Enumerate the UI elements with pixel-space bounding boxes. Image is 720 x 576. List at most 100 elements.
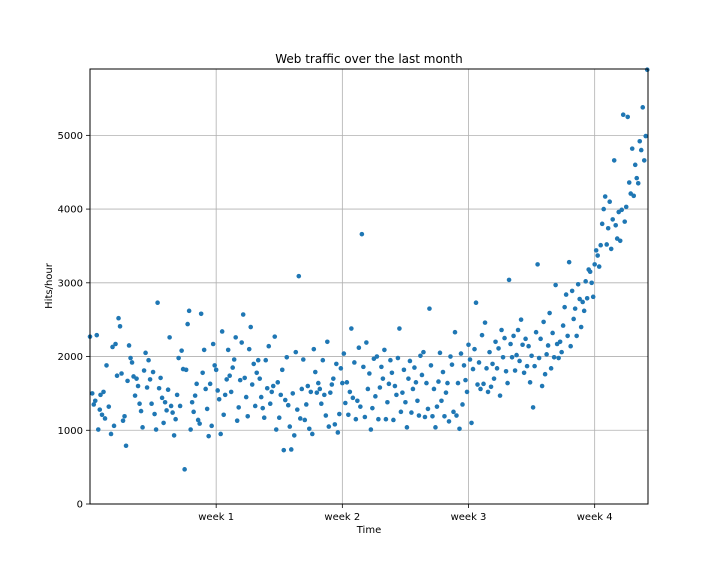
data-point	[281, 447, 287, 453]
data-point	[134, 376, 139, 381]
data-point	[309, 431, 315, 437]
data-point	[114, 373, 120, 379]
data-point	[439, 398, 444, 404]
data-point	[481, 381, 486, 387]
data-point	[359, 231, 365, 237]
data-point	[140, 425, 145, 430]
data-point	[595, 253, 600, 258]
data-point	[153, 427, 159, 432]
data-point	[379, 364, 384, 370]
data-point	[242, 375, 248, 381]
data-point	[267, 401, 273, 407]
data-point	[233, 335, 238, 340]
data-point	[632, 162, 638, 168]
data-point	[332, 422, 338, 427]
data-point	[596, 264, 602, 269]
data-point	[174, 392, 180, 398]
data-point	[113, 341, 118, 347]
data-point	[601, 206, 606, 212]
data-point	[598, 242, 603, 248]
data-point	[276, 415, 282, 421]
data-point	[529, 353, 534, 359]
data-point	[610, 217, 616, 222]
data-point	[313, 369, 318, 375]
data-points	[87, 67, 650, 472]
y-axis-label: Hits/hour	[44, 262, 55, 309]
data-point	[164, 408, 169, 413]
data-point	[177, 403, 183, 409]
data-point	[640, 105, 646, 110]
data-point	[120, 418, 126, 423]
data-point	[102, 416, 108, 421]
data-point	[364, 340, 369, 345]
data-point	[458, 351, 464, 356]
data-point	[215, 388, 220, 393]
data-point	[482, 320, 488, 325]
data-point	[279, 367, 285, 373]
data-point	[116, 315, 121, 321]
data-point	[479, 332, 485, 338]
data-point	[629, 146, 635, 151]
data-point	[234, 418, 240, 423]
plot-area	[87, 67, 650, 505]
data-point	[412, 365, 417, 370]
data-point	[218, 431, 223, 437]
data-point	[337, 411, 342, 417]
data-point	[473, 300, 479, 306]
data-point	[403, 399, 408, 405]
data-point	[469, 420, 474, 426]
data-point	[431, 386, 437, 392]
data-point	[400, 390, 405, 395]
data-point	[566, 259, 572, 265]
data-point	[497, 393, 503, 398]
data-point	[413, 380, 419, 385]
data-point	[243, 394, 249, 400]
data-point	[626, 180, 632, 185]
data-point	[306, 426, 312, 432]
data-point	[383, 416, 389, 422]
data-point	[623, 204, 629, 210]
data-point	[494, 366, 500, 371]
data-point	[500, 354, 506, 360]
data-point	[503, 368, 509, 374]
data-point	[533, 329, 539, 335]
data-point	[521, 370, 527, 376]
data-point	[592, 262, 597, 267]
data-point	[428, 363, 434, 368]
data-point	[539, 383, 545, 389]
data-point	[556, 355, 561, 361]
data-point	[123, 443, 129, 449]
data-point	[524, 363, 530, 369]
data-point	[213, 367, 219, 373]
data-point	[122, 413, 127, 419]
data-point	[165, 387, 171, 393]
data-point	[617, 238, 623, 244]
data-point	[571, 316, 576, 322]
data-point	[216, 397, 222, 402]
data-point	[97, 407, 103, 412]
data-point	[380, 376, 386, 381]
data-point	[404, 425, 410, 430]
data-point	[461, 363, 467, 368]
data-point	[374, 354, 380, 359]
data-point	[269, 389, 275, 395]
data-point	[410, 386, 416, 392]
data-point	[91, 402, 97, 407]
data-point	[505, 380, 510, 386]
data-point	[258, 394, 264, 400]
data-point	[493, 339, 498, 345]
data-point	[225, 347, 231, 353]
data-point	[110, 344, 115, 350]
data-point	[189, 399, 195, 405]
data-point	[270, 383, 276, 389]
data-point	[188, 427, 193, 432]
data-point	[92, 398, 98, 404]
data-point	[323, 413, 329, 418]
data-point	[240, 312, 246, 317]
x-axis-ticks: week 1 week 2 week 3 week 4	[198, 504, 613, 523]
data-point	[538, 336, 543, 342]
data-point	[478, 386, 483, 392]
data-point	[288, 447, 294, 452]
data-point	[149, 401, 154, 407]
